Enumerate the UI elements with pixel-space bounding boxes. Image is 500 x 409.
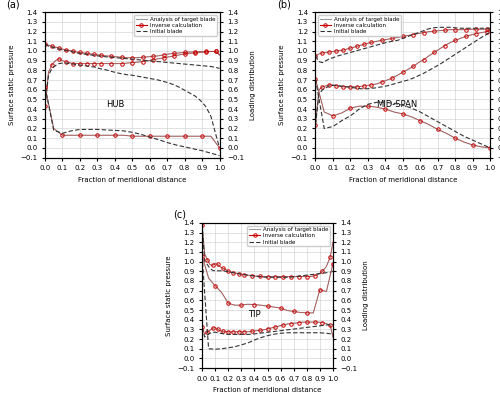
Legend: Analysis of target blade, Inverse calculation, Initial blade: Analysis of target blade, Inverse calcul… xyxy=(134,15,216,36)
Y-axis label: Loading distribution: Loading distribution xyxy=(250,50,256,120)
Y-axis label: Surface static pressure: Surface static pressure xyxy=(8,45,14,125)
Text: (c): (c) xyxy=(174,210,186,220)
Y-axis label: Loading distribution: Loading distribution xyxy=(364,261,370,330)
Legend: Analysis of target blade, Inverse calculation, Initial blade: Analysis of target blade, Inverse calcul… xyxy=(318,15,401,36)
Y-axis label: Surface static pressure: Surface static pressure xyxy=(279,45,285,125)
Legend: Analysis of target blade, Inverse calculation, Initial blade: Analysis of target blade, Inverse calcul… xyxy=(248,226,330,246)
X-axis label: Fraction of meridional distance: Fraction of meridional distance xyxy=(214,387,322,393)
X-axis label: Fraction of meridional distance: Fraction of meridional distance xyxy=(78,177,186,183)
X-axis label: Fraction of meridional distance: Fraction of meridional distance xyxy=(348,177,457,183)
Text: HUB: HUB xyxy=(106,100,124,109)
Text: (a): (a) xyxy=(6,0,20,9)
Text: MID-SPAN: MID-SPAN xyxy=(376,100,418,109)
Y-axis label: Surface static pressure: Surface static pressure xyxy=(166,255,172,336)
Text: TIP: TIP xyxy=(248,310,260,319)
Text: (b): (b) xyxy=(277,0,291,9)
